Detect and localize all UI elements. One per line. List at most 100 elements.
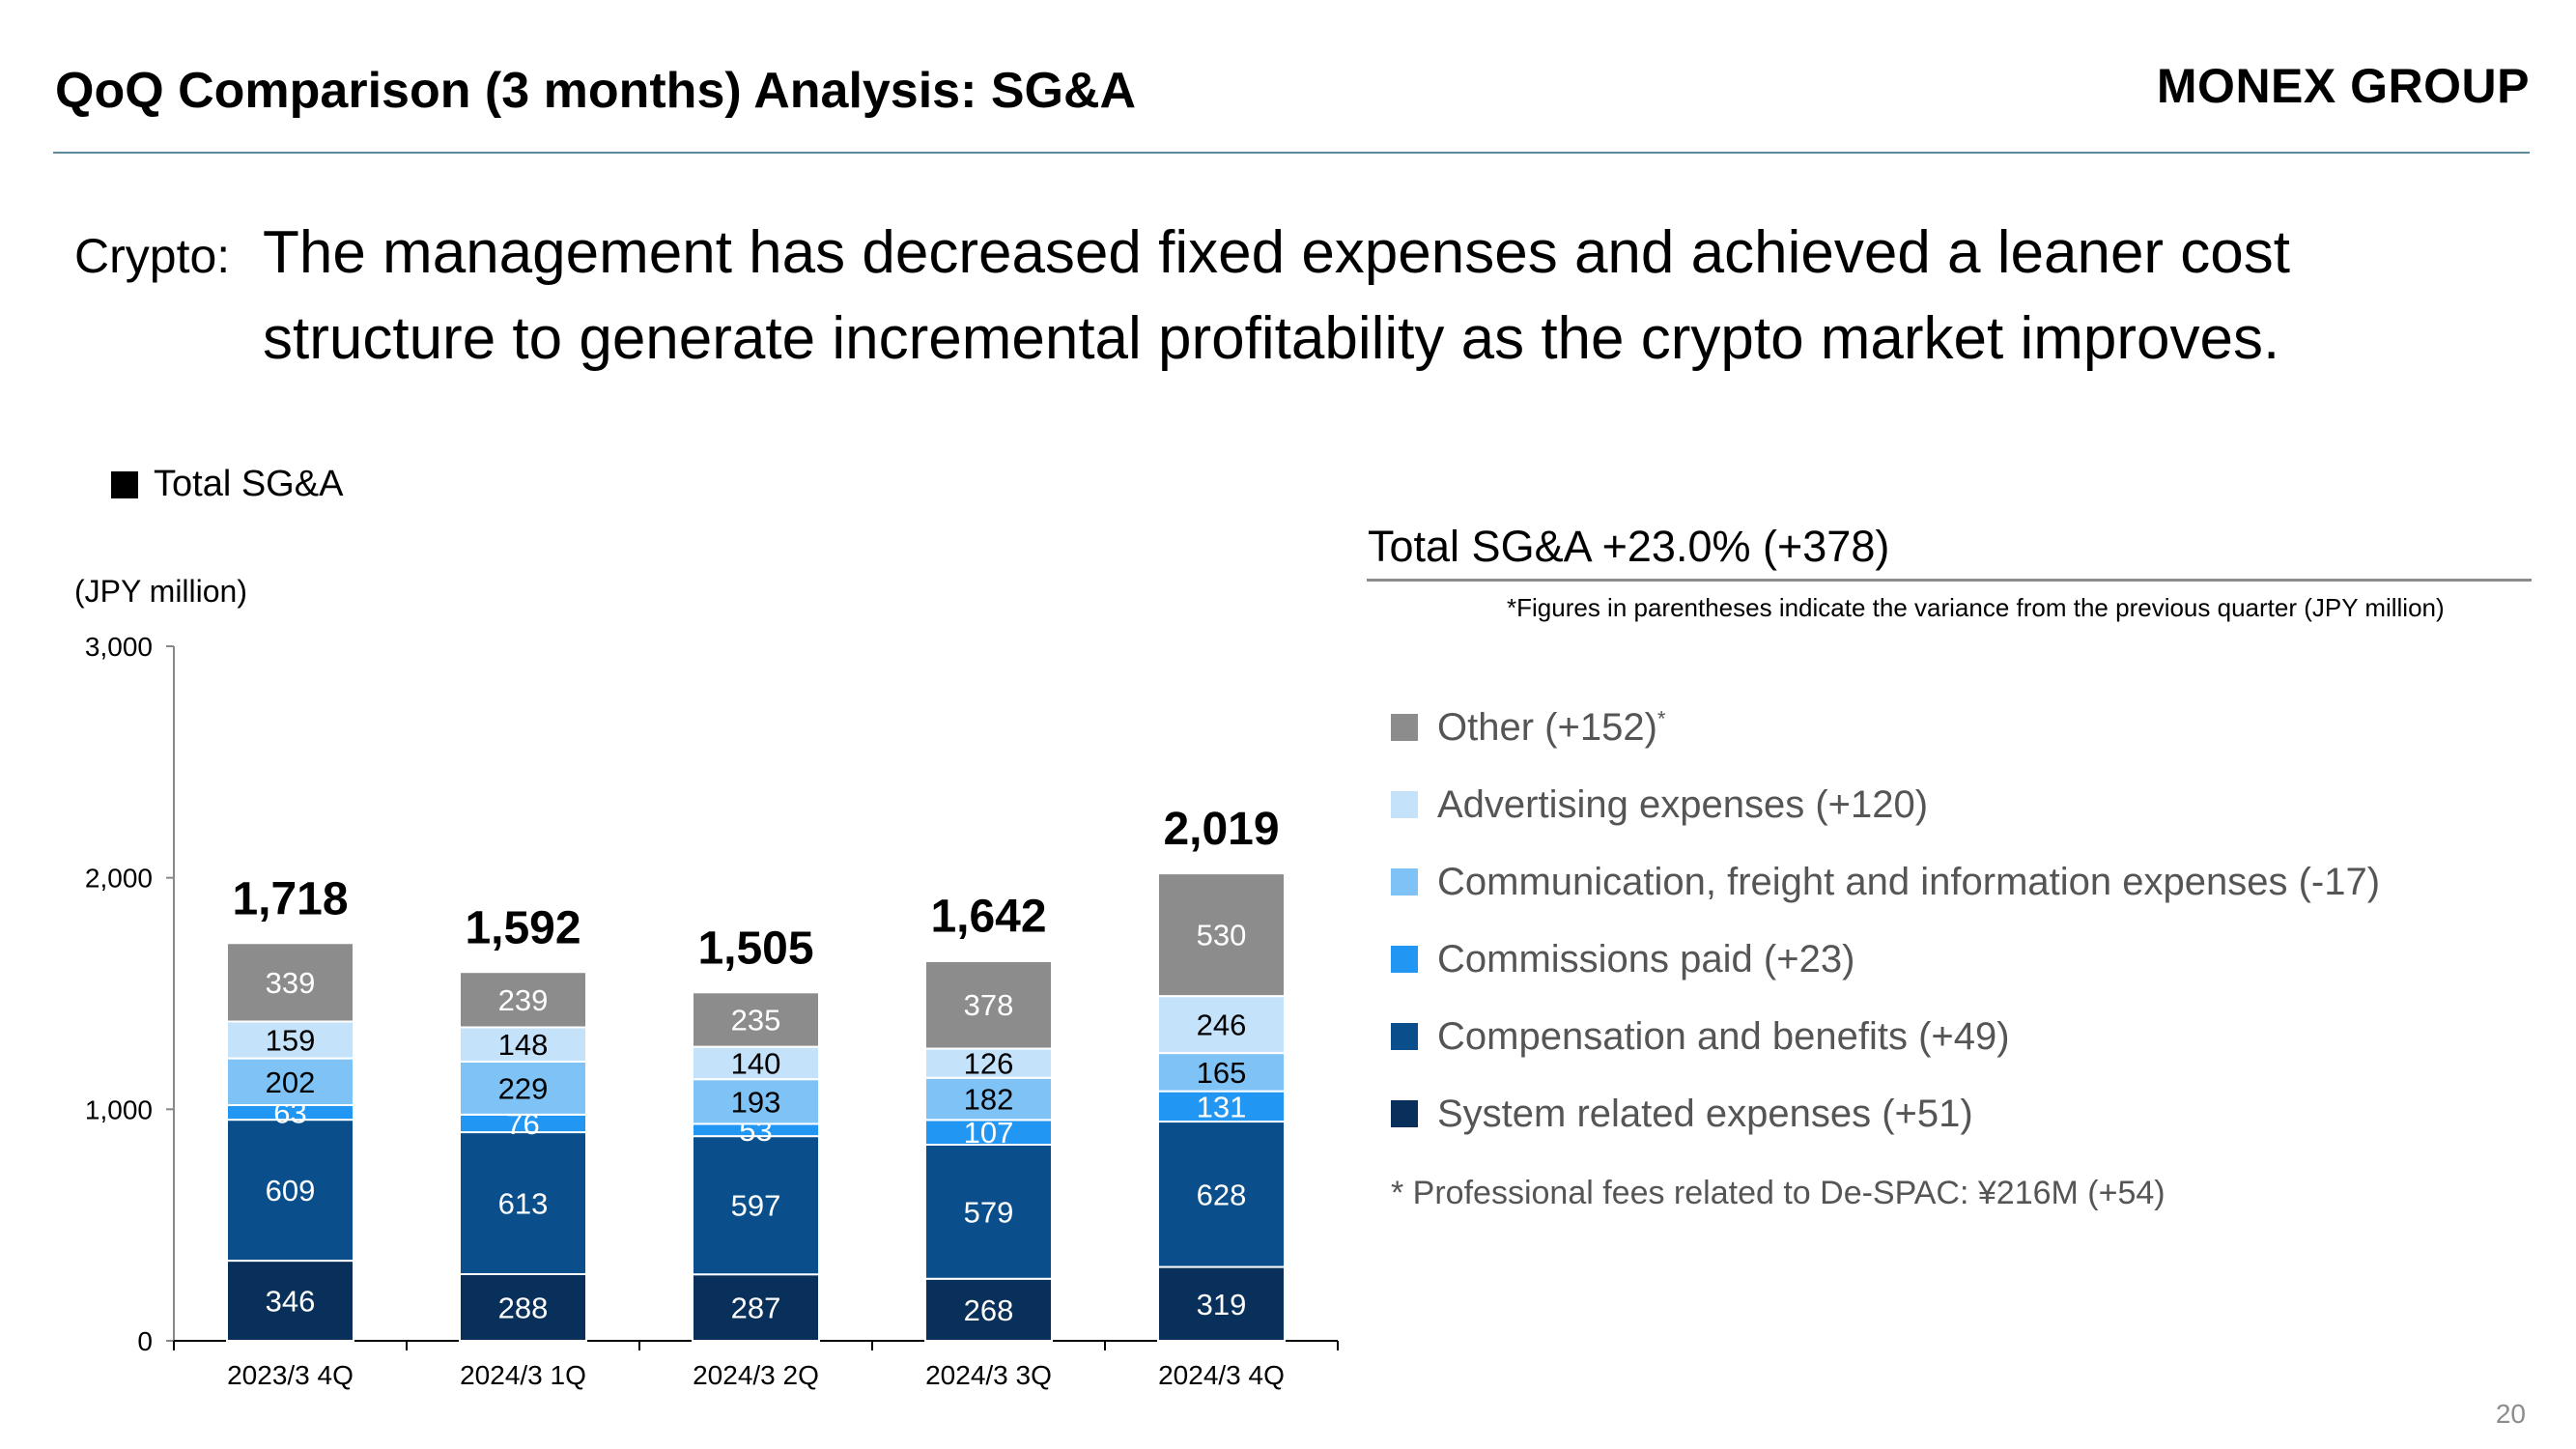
bar-segment <box>1157 1052 1286 1093</box>
title-divider <box>53 152 2530 154</box>
bar-segment <box>692 991 820 1048</box>
legend-swatch-other <box>1391 714 1418 741</box>
legend-swatch-compensation <box>1391 1023 1418 1050</box>
segment-value-label: 346 <box>266 1285 316 1319</box>
segment-value-label: 159 <box>266 1024 316 1058</box>
legend-total-label: Total SG&A <box>154 464 344 504</box>
y-tick-label: 3,000 <box>85 632 153 662</box>
segment-value-label: 287 <box>731 1292 781 1325</box>
legend-item-system: System related expenses (+51) <box>1391 1075 2380 1152</box>
bar-segment <box>924 1076 1053 1122</box>
bar-segment <box>1157 1090 1286 1123</box>
segment-value-label: 530 <box>1197 919 1247 952</box>
bar-segment <box>226 1057 354 1107</box>
bar-segment <box>459 1131 587 1275</box>
summary-note: *Figures in parentheses indicate the var… <box>1507 593 2445 622</box>
bar-total-label: 1,642 <box>930 891 1046 942</box>
y-tick-label: 2,000 <box>85 864 153 894</box>
legend-item-other: Other (+152)* <box>1391 689 2380 766</box>
bar-total-label: 2,019 <box>1163 804 1279 855</box>
page-title: QoQ Comparison (3 months) Analysis: SG&A <box>55 63 1137 119</box>
legend-label-advertising: Advertising expenses (+120) <box>1437 782 1929 826</box>
legend-label-system: System related expenses (+51) <box>1437 1092 1973 1135</box>
legend-label-commissions: Commissions paid (+23) <box>1437 937 1855 980</box>
legend-item-commissions: Commissions paid (+23) <box>1391 921 2380 998</box>
x-category-label: 2024/3 3Q <box>925 1360 1052 1390</box>
bar-total-label: 1,505 <box>697 923 813 974</box>
page-number: 20 <box>2495 1399 2526 1429</box>
segment-value-label: 131 <box>1197 1090 1247 1123</box>
x-category-label: 2024/3 1Q <box>460 1360 586 1390</box>
bar-segment <box>692 1273 820 1343</box>
bar-segment <box>924 1144 1053 1280</box>
legend-swatch-system <box>1391 1100 1418 1127</box>
legend-item-compensation: Compensation and benefits (+49) <box>1391 998 2380 1075</box>
segment-value-label: 579 <box>964 1195 1014 1229</box>
x-category-label: 2024/3 4Q <box>1158 1360 1285 1390</box>
bar-segment <box>459 1060 587 1116</box>
legend-swatch-commissions <box>1391 946 1418 973</box>
subtitle-line-1: The management has decreased fixed expen… <box>263 219 2291 286</box>
sga-stacked-bar-chart: 01,0002,0003,000346609632021593391,71820… <box>85 632 1339 1390</box>
legend-item-advertising: Advertising expenses (+120) <box>1391 766 2380 843</box>
bar-segment <box>1157 1121 1286 1268</box>
y-tick-label: 1,000 <box>85 1094 153 1124</box>
footnote: * Professional fees related to De-SPAC: … <box>1391 1175 2166 1211</box>
bar-segment <box>692 1078 820 1125</box>
segment-value-label: 239 <box>498 983 549 1017</box>
y-tick-label: 0 <box>137 1326 153 1356</box>
bar-segment <box>692 1045 820 1081</box>
legend-swatch-advertising <box>1391 791 1418 818</box>
subtitle-line-2: structure to generate incremental profit… <box>263 305 2280 372</box>
segment-value-label: 609 <box>266 1174 316 1208</box>
bar-segment <box>692 1135 820 1276</box>
legend-footnote-mark: * <box>1656 706 1666 731</box>
legend-label-compensation: Compensation and benefits (+49) <box>1437 1014 2010 1058</box>
segment-value-label: 597 <box>731 1189 781 1223</box>
bar-segment <box>1157 995 1286 1055</box>
legend-label-other: Other (+152) <box>1437 705 1657 749</box>
segment-value-label: 288 <box>498 1291 549 1324</box>
subtitle-prefix: Crypto: <box>74 229 231 283</box>
legend-total-sga: Total SG&A <box>111 464 343 505</box>
segment-value-label: 229 <box>498 1071 549 1105</box>
segment-value-label: 339 <box>266 966 316 1000</box>
bar-segment <box>226 1119 354 1263</box>
segment-value-label: 246 <box>1197 1009 1247 1042</box>
segment-value-label: 148 <box>498 1028 549 1062</box>
legend-total-swatch <box>111 470 138 498</box>
summary-title: Total SG&A +23.0% (+378) <box>1368 522 1890 571</box>
bar-segment <box>924 959 1053 1050</box>
x-category-label: 2023/3 4Q <box>227 1360 354 1390</box>
segment-value-label: 378 <box>964 988 1014 1022</box>
bar-segment <box>459 1026 587 1063</box>
bar-segment <box>459 971 587 1029</box>
legend-label-communication: Communication, freight and information e… <box>1437 860 2381 903</box>
segment-value-label: 613 <box>498 1187 549 1221</box>
segment-value-label: 193 <box>731 1085 781 1119</box>
segment-value-label: 628 <box>1197 1178 1247 1211</box>
segment-value-label: 268 <box>964 1293 1014 1327</box>
summary-divider <box>1367 579 2532 582</box>
unit-label: (JPY million) <box>74 574 247 609</box>
legend-item-communication: Communication, freight and information e… <box>1391 843 2380 921</box>
segment-value-label: 107 <box>964 1116 1014 1150</box>
segment-value-label: 202 <box>266 1065 316 1099</box>
bar-segment <box>226 1260 354 1342</box>
bar-segment <box>226 942 354 1023</box>
segment-value-label: 165 <box>1197 1056 1247 1090</box>
bar-total-label: 1,718 <box>232 873 348 924</box>
segment-value-label: 182 <box>964 1083 1014 1117</box>
legend-swatch-communication <box>1391 868 1418 895</box>
bar-segment <box>924 1277 1053 1342</box>
bar-segment <box>924 1119 1053 1147</box>
segment-value-label: 235 <box>731 1003 781 1037</box>
brand-logo: MONEX GROUP <box>2156 59 2530 113</box>
bar-total-label: 1,592 <box>465 902 580 953</box>
segment-value-label: 126 <box>964 1047 1014 1081</box>
bar-segment <box>1157 872 1286 998</box>
segment-value-label: 140 <box>731 1046 781 1080</box>
x-category-label: 2024/3 2Q <box>693 1360 819 1390</box>
category-legend: Other (+152)* Advertising expenses (+120… <box>1391 689 2380 1152</box>
segment-value-label: 319 <box>1197 1288 1247 1321</box>
